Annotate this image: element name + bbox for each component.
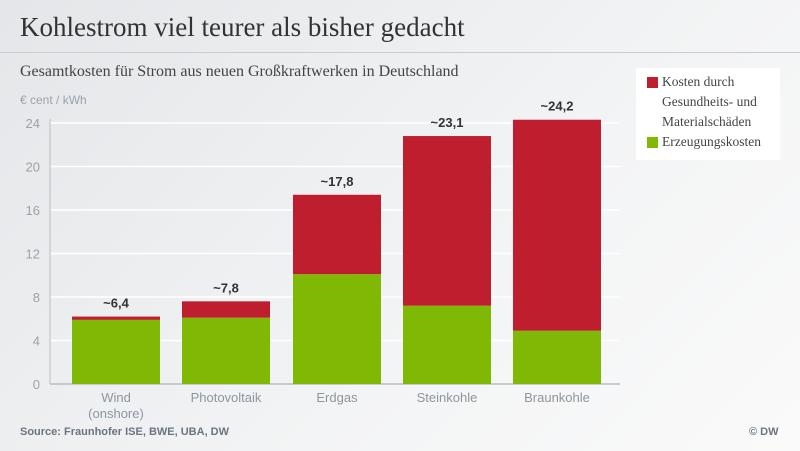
y-tick-label: 8	[33, 290, 40, 305]
y-tick-label: 20	[26, 160, 40, 175]
x-tick-label: (onshore)	[88, 406, 144, 421]
total-label: ~23,1	[431, 115, 464, 130]
legend: Kosten durch Gesundheits- und Materialsc…	[636, 68, 780, 160]
bar-generation-cost	[403, 305, 491, 384]
bar-generation-cost	[72, 319, 160, 384]
title-divider	[0, 52, 800, 53]
y-tick-label: 12	[26, 247, 40, 262]
bar-damage-cost	[293, 194, 381, 275]
total-label: ~6,4	[103, 296, 129, 311]
chart-title: Kohlestrom viel teurer als bisher gedach…	[20, 12, 465, 42]
bar-generation-cost	[293, 274, 381, 384]
x-tick-label: Wind	[101, 390, 131, 405]
bar-generation-cost	[513, 330, 601, 384]
y-tick-label: 16	[26, 203, 40, 218]
legend-label: Kosten durch	[662, 74, 735, 89]
y-axis-label: € cent / kWh	[20, 93, 87, 107]
x-tick-label: Photovoltaik	[191, 390, 262, 405]
total-label: ~7,8	[213, 280, 239, 295]
bar-damage-cost	[513, 119, 601, 331]
legend-swatch-red	[647, 77, 658, 88]
y-tick-label: 4	[33, 334, 40, 349]
bar-generation-cost	[182, 317, 270, 384]
y-tick-label: 24	[26, 116, 40, 131]
legend-item-generation: Erzeugungskosten	[636, 132, 780, 152]
total-label: ~17,8	[321, 174, 354, 189]
legend-label: Gesundheits- und	[662, 94, 757, 109]
bar-damage-cost	[182, 301, 270, 318]
source-note: Source: Fraunhofer ISE, BWE, UBA, DW	[20, 426, 230, 438]
total-label: ~24,2	[541, 99, 574, 114]
legend-label: Erzeugungskosten	[662, 134, 761, 149]
x-tick-label: Braunkohle	[524, 390, 590, 405]
chart-subtitle: Gesamtkosten für Strom aus neuen Großkra…	[20, 63, 459, 80]
legend-swatch-green	[647, 137, 658, 148]
x-tick-label: Steinkohle	[417, 390, 478, 405]
y-tick-label: 0	[33, 377, 40, 392]
legend-item-damage: Kosten durch Gesundheits- und Materialsc…	[636, 72, 780, 132]
x-tick-label: Erdgas	[316, 390, 358, 405]
bar-damage-cost	[403, 136, 491, 306]
legend-label: Materialschäden	[662, 114, 752, 129]
bar-damage-cost	[72, 316, 160, 320]
copyright: © DW	[749, 426, 779, 438]
